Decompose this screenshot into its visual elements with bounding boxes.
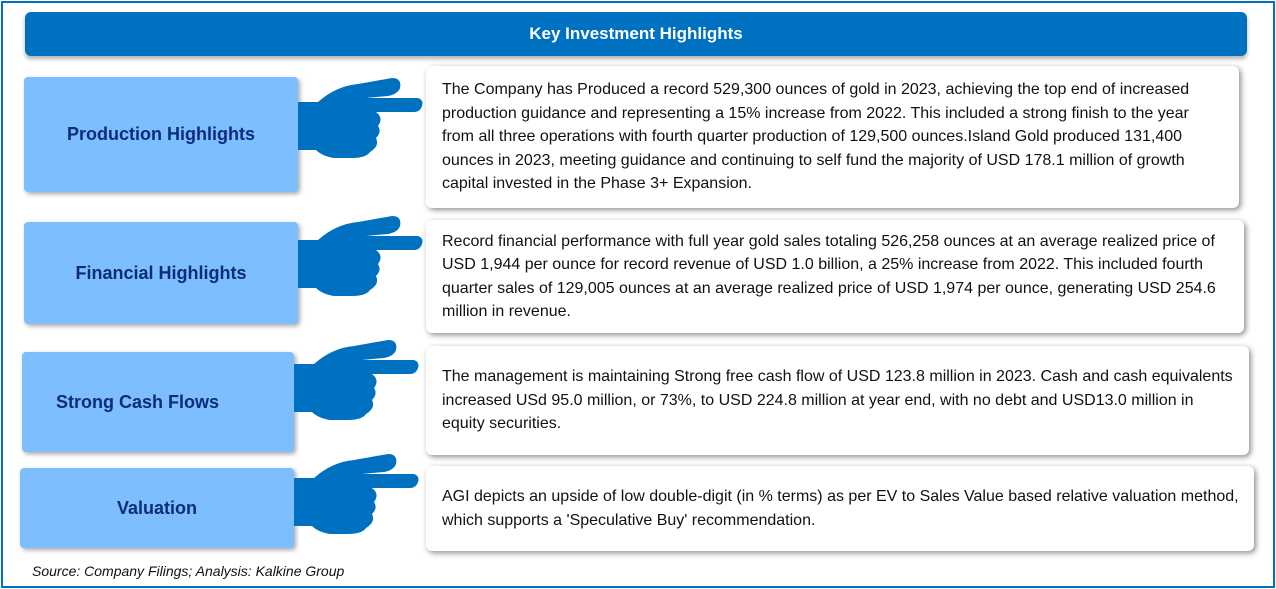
pointing-hand-icon [298, 78, 423, 158]
source-note: Source: Company Filings; Analysis: Kalki… [32, 563, 345, 579]
label-valuation: Valuation [20, 468, 294, 548]
card-text: Record financial performance with full y… [442, 232, 1216, 321]
card-strong-cash-flows: The management is maintaining Strong fre… [426, 346, 1249, 455]
label-financial-highlights: Financial Highlights [24, 222, 298, 324]
pointing-hand-icon [294, 340, 419, 420]
card-text: The management is maintaining Strong fre… [442, 368, 1233, 433]
card-valuation: AGI depicts an upside of low double-digi… [426, 466, 1254, 551]
pointing-hand-icon [294, 454, 419, 534]
label-production-highlights: Production Highlights [24, 77, 298, 192]
label-strong-cash-flows: Strong Cash Flows [22, 352, 294, 452]
card-text: The Company has Produced a record 529,30… [442, 81, 1190, 193]
pointing-hand-icon [298, 216, 423, 296]
card-financial-highlights: Record financial performance with full y… [426, 220, 1244, 333]
page-title: Key Investment Highlights [25, 12, 1247, 56]
card-text: AGI depicts an upside of low double-digi… [442, 488, 1239, 529]
card-production-highlights: The Company has Produced a record 529,30… [426, 66, 1239, 208]
